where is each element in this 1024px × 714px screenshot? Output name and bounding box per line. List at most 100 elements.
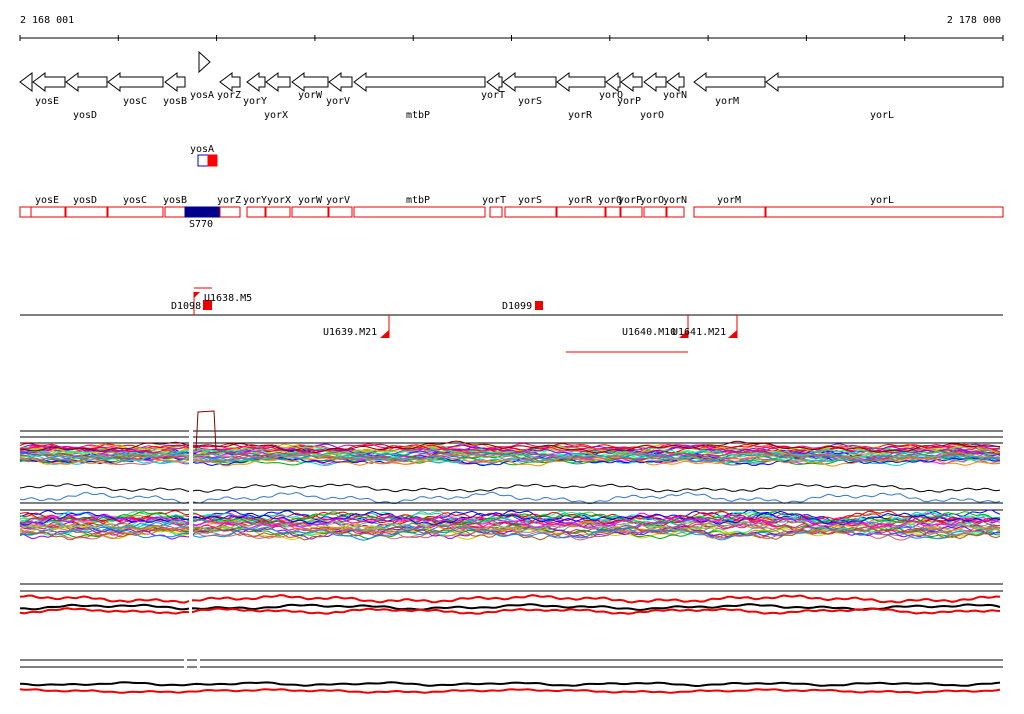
region-label: yorY — [243, 195, 267, 206]
region-label: yorN — [663, 195, 687, 206]
gene-arrow — [265, 72, 291, 92]
region-label: yorL — [870, 195, 894, 206]
signal-line — [19, 526, 1001, 541]
signal-line — [19, 517, 1001, 532]
marker — [203, 300, 212, 310]
region-box — [353, 206, 486, 218]
region-label: yorT — [482, 195, 506, 206]
gene-arrow — [643, 72, 667, 92]
marker-label: U1641.M21 — [672, 327, 726, 338]
gene-arrow — [32, 72, 66, 92]
track-gap — [197, 655, 200, 675]
marker-label: D1098 — [171, 301, 201, 312]
region-box — [643, 206, 667, 218]
gene-label: yorS — [518, 96, 542, 107]
gene-label: yorL — [870, 110, 894, 121]
region-label: yosE — [35, 195, 59, 206]
region-box — [504, 206, 557, 218]
gene-arrow — [219, 72, 241, 92]
track-gap — [189, 595, 192, 615]
marker-label: U1639.M21 — [323, 327, 377, 338]
region-label: yorV — [326, 195, 350, 206]
signal-line — [19, 594, 1001, 604]
gene-label: yorN — [663, 90, 687, 101]
region-label: yorX — [267, 195, 291, 206]
gene-arrow — [65, 72, 108, 92]
region-box — [265, 206, 291, 218]
region-label: yosD — [73, 195, 97, 206]
region-label: yorQ — [598, 195, 622, 206]
gene-arrow — [502, 72, 557, 92]
region-label: yorO — [640, 195, 664, 206]
signal-line — [19, 603, 1001, 612]
marker — [728, 330, 737, 338]
gene-label: yosE — [35, 96, 59, 107]
signal-line — [19, 456, 1001, 467]
region-label: yorZ — [217, 195, 241, 206]
region-label: yorW — [298, 195, 323, 206]
gene-label: yorQ — [599, 90, 623, 101]
gene-label: yorY — [243, 96, 267, 107]
signal-line — [19, 688, 1001, 694]
region-label: mtbP — [406, 195, 430, 206]
gene-arrow — [107, 72, 164, 92]
region-box — [219, 206, 241, 218]
track-gap — [189, 425, 193, 545]
region-box — [556, 206, 606, 218]
gene-arrow — [765, 72, 1004, 92]
gene-arrow — [556, 72, 606, 92]
signal-line — [19, 491, 1001, 505]
gene-label: yosC — [123, 96, 147, 107]
gene-arrow — [353, 72, 486, 92]
ruler-start: 2 168 001 — [20, 15, 74, 26]
region-box — [693, 206, 766, 218]
gene-label: yosB — [163, 96, 187, 107]
region-highlight — [184, 206, 220, 218]
gene-label: yorP — [617, 96, 641, 107]
gene-label: yorM — [715, 96, 739, 107]
region-box — [620, 206, 643, 218]
region-box — [291, 206, 329, 218]
region-box — [246, 206, 266, 218]
region-label: yorP — [618, 195, 642, 206]
signal-peak — [195, 410, 217, 451]
region-highlight-label: S770 — [189, 219, 213, 230]
marker — [380, 330, 389, 338]
annotation-label: yosA — [190, 144, 214, 155]
signal-line — [19, 440, 1001, 454]
marker — [194, 292, 200, 298]
gene-arrow — [246, 72, 266, 92]
region-label: yosC — [123, 195, 147, 206]
region-box — [666, 206, 685, 218]
gene-label: yorO — [640, 110, 664, 121]
gene-arrow — [164, 72, 186, 92]
marker-label: U1638.M5 — [204, 293, 252, 304]
signal-line — [19, 519, 1001, 534]
gene-arrow — [328, 72, 353, 92]
region-box — [65, 206, 108, 218]
marker — [679, 330, 688, 338]
gene-arrow — [198, 50, 211, 74]
region-label: yosB — [163, 195, 187, 206]
signal-line — [19, 452, 1001, 463]
signal-line — [19, 607, 1001, 615]
gene-label: yorZ — [217, 90, 241, 101]
gene-label: yorW — [298, 90, 323, 101]
gene-arrow — [666, 72, 685, 92]
region-box — [107, 206, 164, 218]
gene-arrow — [486, 72, 503, 92]
region-label: yorR — [568, 195, 593, 206]
signal-line — [19, 515, 1001, 529]
region-box — [765, 206, 1004, 218]
gene-arrow — [605, 72, 621, 92]
signal-line — [19, 514, 1001, 529]
gene-label: yosA — [190, 90, 214, 101]
gene-arrow — [291, 72, 329, 92]
signal-line — [19, 681, 1001, 688]
region-box — [605, 206, 621, 218]
track-gap — [184, 655, 187, 675]
region-box — [164, 206, 186, 218]
gene-label: yorR — [568, 110, 593, 121]
region-label: yorM — [717, 195, 741, 206]
